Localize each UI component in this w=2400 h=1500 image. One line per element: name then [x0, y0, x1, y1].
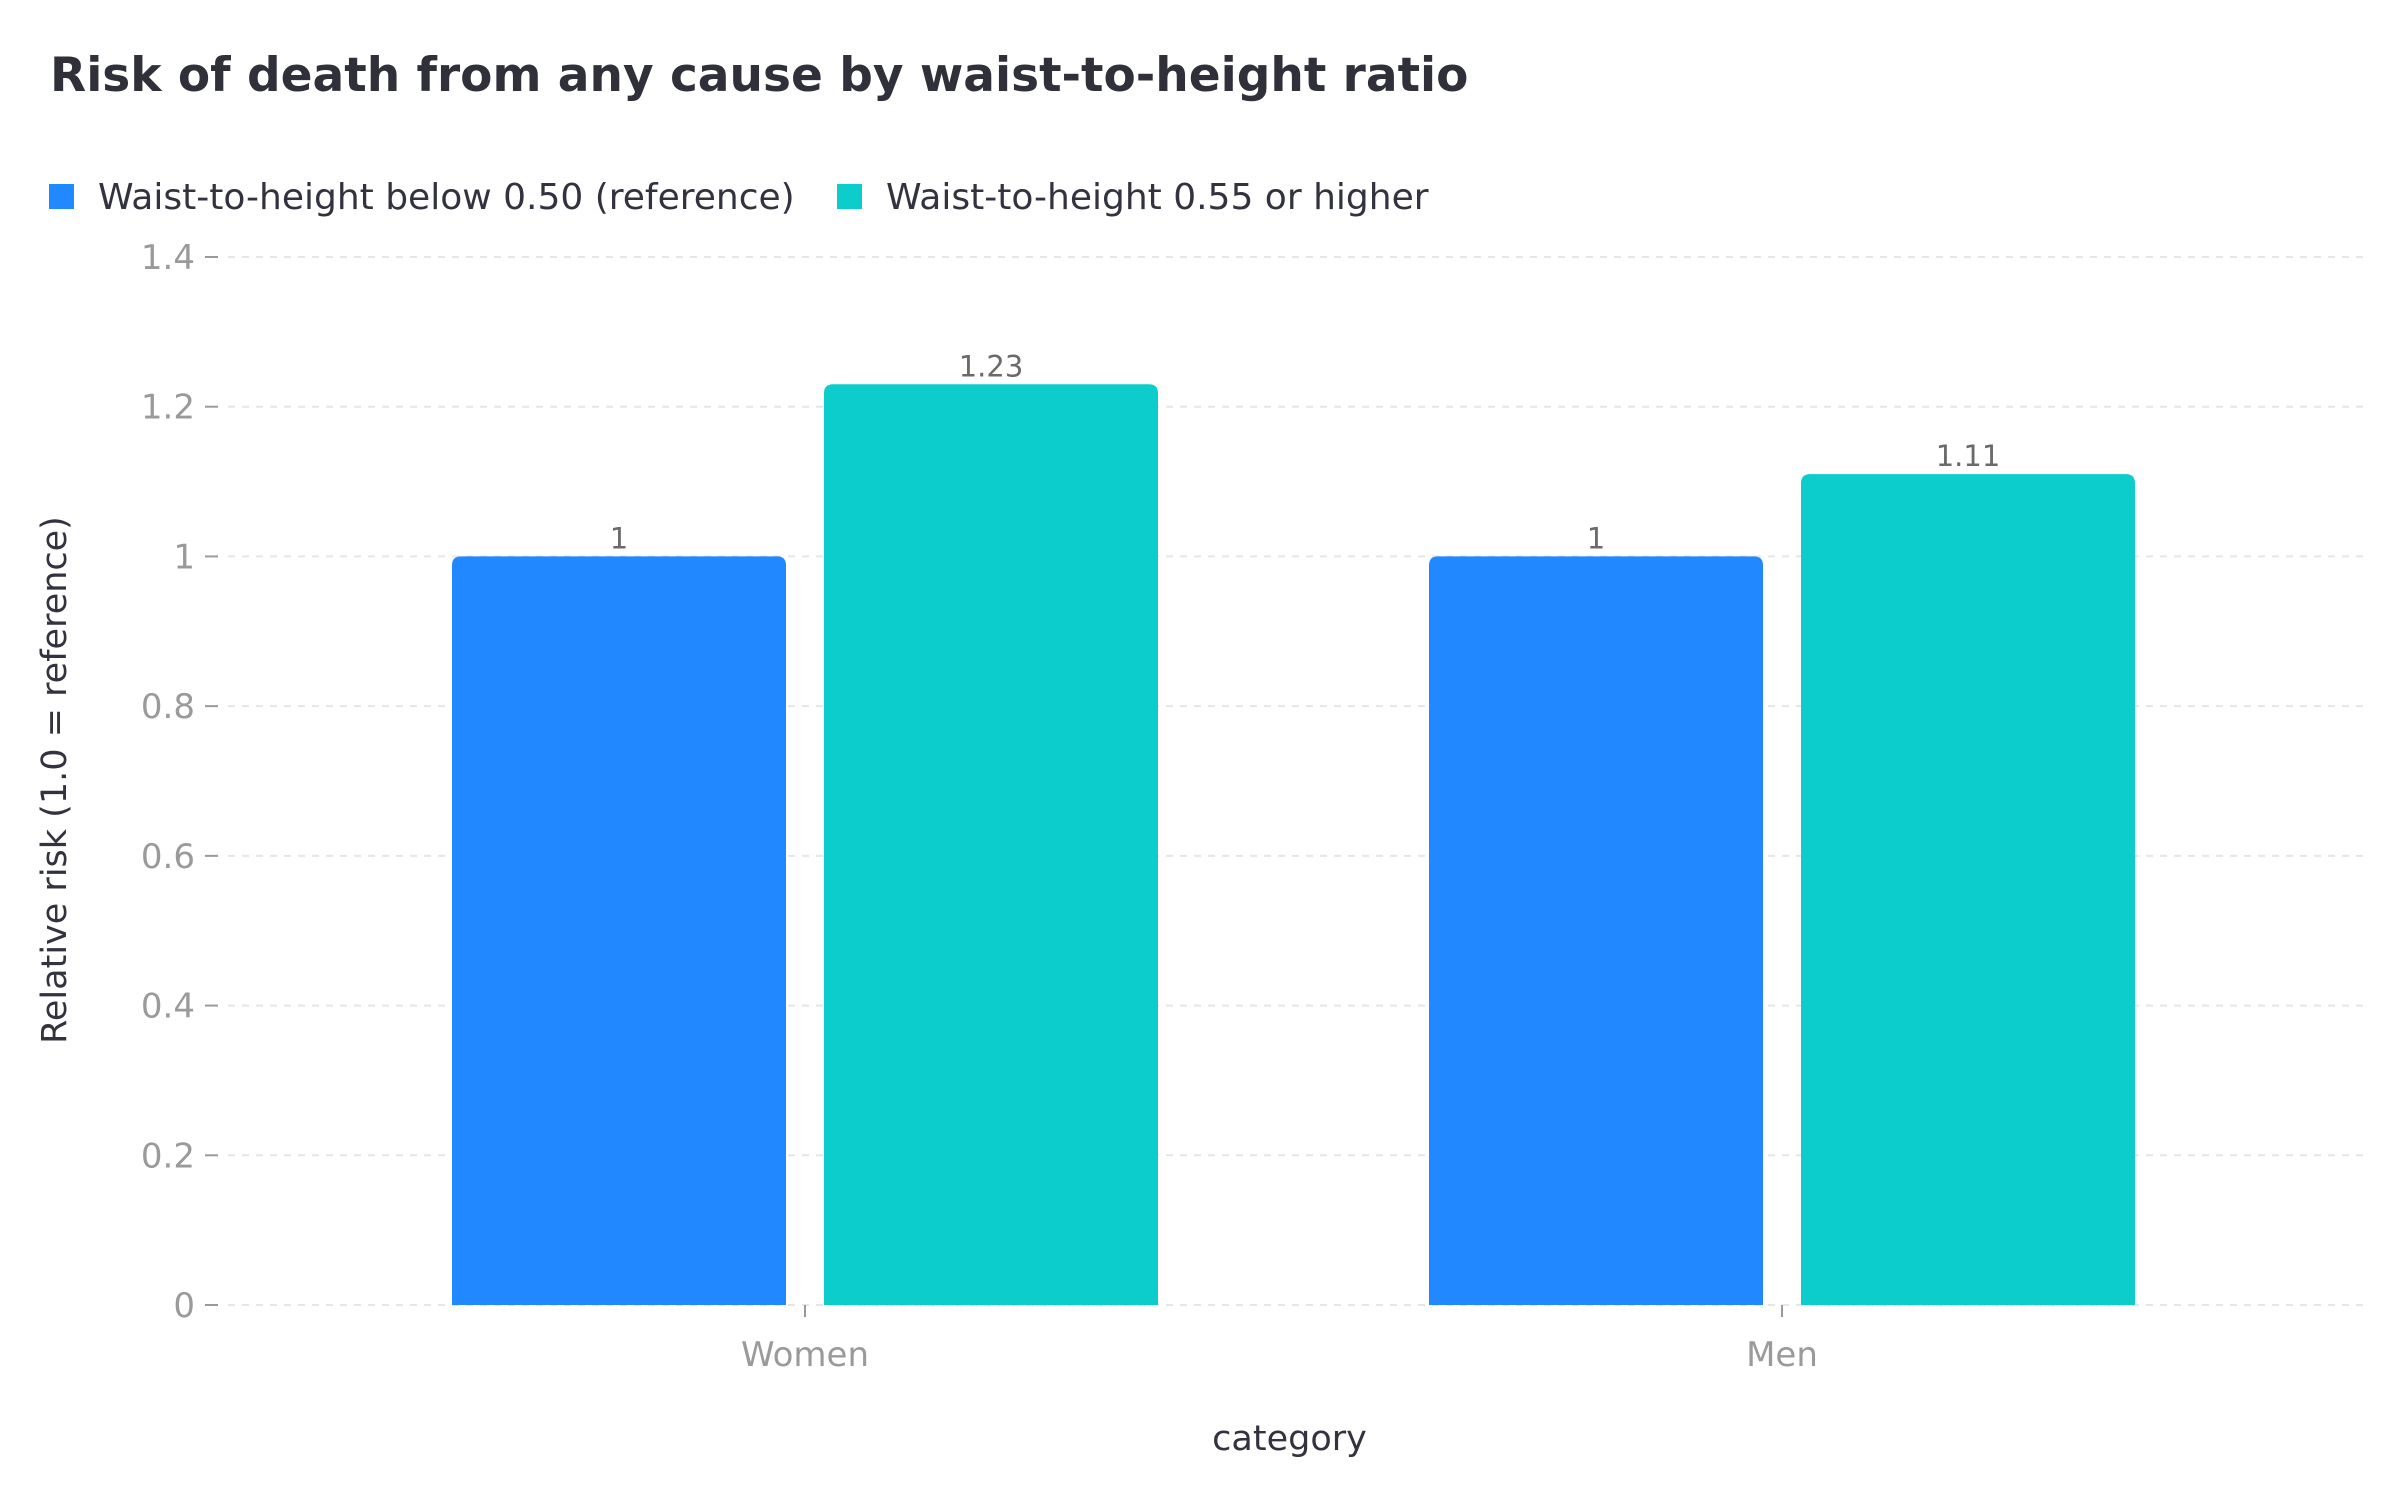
bar-value-label: 1.11	[1936, 439, 2001, 473]
y-tick-label: 1.2	[141, 388, 195, 428]
bar-women-series-2	[824, 384, 1158, 1305]
bar-value-label: 1	[610, 521, 628, 555]
bar-value-labels: 1 1.23 1 1.11	[610, 349, 2001, 555]
y-tick-label: 1.4	[141, 238, 195, 278]
x-tick-label: Women	[741, 1335, 869, 1375]
bar-value-label: 1	[1587, 521, 1605, 555]
legend-swatch	[49, 184, 74, 209]
y-tick-label: 0.8	[141, 687, 195, 727]
bar-women-series-1	[452, 556, 786, 1305]
bar-men-series-2	[1801, 474, 2135, 1306]
x-tick-label: Men	[1746, 1335, 1818, 1375]
chart-title: Risk of death from any cause by waist-to…	[50, 48, 1469, 103]
y-axis-title: Relative risk (1.0 = reference)	[35, 516, 75, 1044]
x-axis: Women Men	[741, 1305, 1818, 1375]
legend-label: Waist-to-height 0.55 or higher	[886, 177, 1429, 218]
y-tick-label: 0.4	[141, 987, 195, 1027]
y-tick-label: 0	[173, 1286, 195, 1326]
bars	[452, 384, 2135, 1306]
y-tick-label: 0.6	[141, 837, 195, 877]
bar-men-series-1	[1429, 556, 1763, 1305]
y-tick-label: 0.2	[141, 1136, 195, 1176]
bar-value-label: 1.23	[959, 349, 1024, 383]
y-axis: 0 0.2 0.4 0.6 0.8 1 1.2 1.4	[141, 238, 218, 1326]
y-tick-label: 1	[173, 537, 195, 577]
x-axis-title: category	[1212, 1419, 1367, 1459]
legend-swatch	[837, 184, 862, 209]
legend-label: Waist-to-height below 0.50 (reference)	[98, 177, 795, 218]
legend: Waist-to-height below 0.50 (reference) Wa…	[49, 177, 1429, 218]
